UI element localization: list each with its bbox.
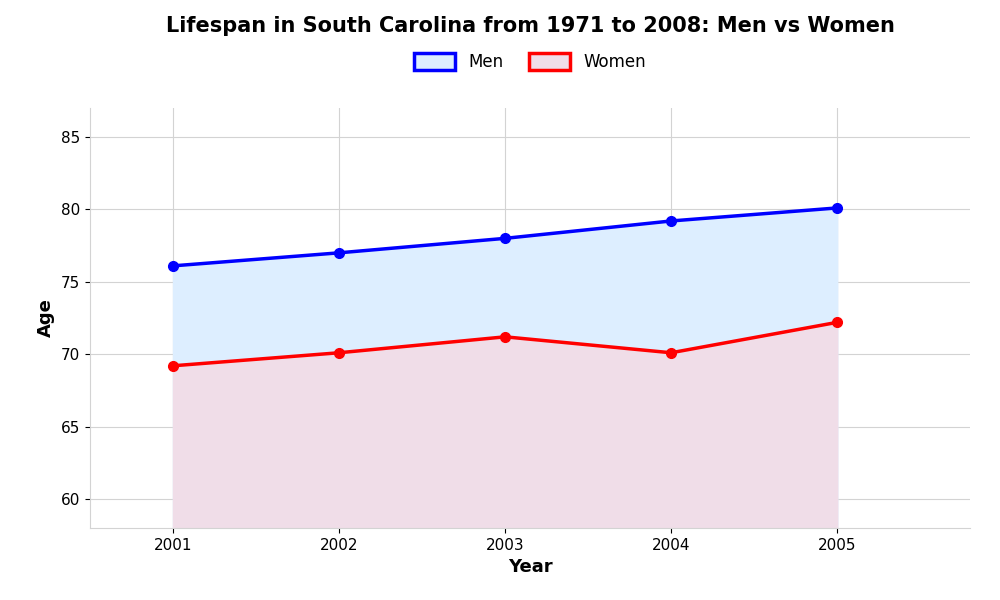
Legend: Men, Women: Men, Women — [405, 45, 655, 80]
Y-axis label: Age: Age — [37, 299, 55, 337]
Line: Men: Men — [168, 203, 842, 271]
Women — [665, 349, 677, 356]
Men — [831, 205, 843, 212]
Men — [333, 249, 345, 256]
Women — [831, 319, 843, 326]
Men — [167, 262, 179, 269]
Women — [499, 333, 511, 340]
Men — [499, 235, 511, 242]
Men — [665, 217, 677, 224]
X-axis label: Year: Year — [508, 558, 552, 576]
Line: Women: Women — [168, 317, 842, 371]
Title: Lifespan in South Carolina from 1971 to 2008: Men vs Women: Lifespan in South Carolina from 1971 to … — [166, 16, 894, 35]
Women — [333, 349, 345, 356]
Women — [167, 362, 179, 370]
